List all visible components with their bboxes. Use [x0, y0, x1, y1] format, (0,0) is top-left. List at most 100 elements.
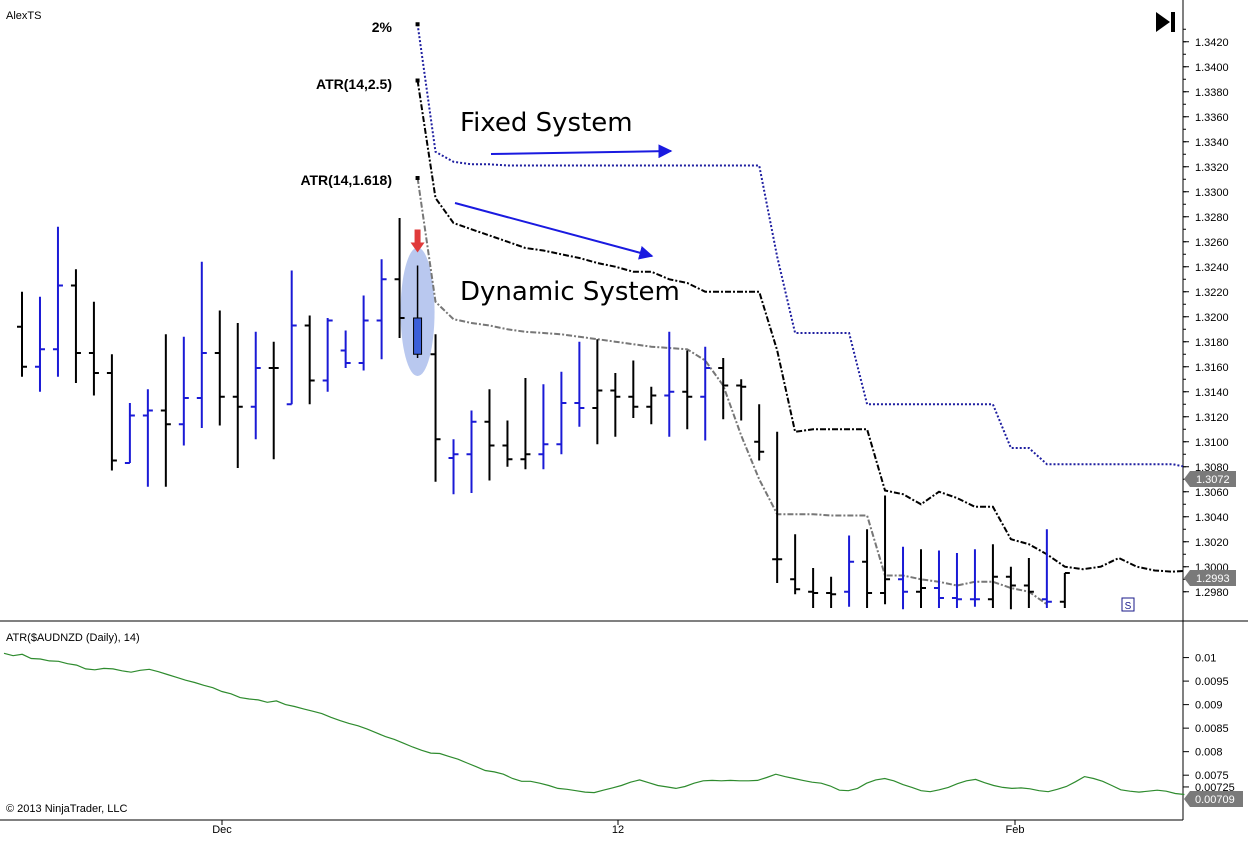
ohlc-bar	[268, 341, 279, 460]
stop-start-marker	[415, 22, 420, 27]
price-tick-label: 1.3160	[1195, 362, 1229, 374]
indicator-value: 0.00709	[1195, 794, 1235, 806]
price-tick-label: 1.2980	[1195, 587, 1229, 599]
stop-line-1	[416, 80, 1183, 573]
fixed-stop-label: 2%	[372, 19, 393, 35]
ohlc-bar	[700, 346, 711, 441]
fixed-price-value: 1.3072	[1196, 474, 1230, 486]
price-tick-label: 1.3220	[1195, 287, 1229, 299]
ohlc-bar	[808, 568, 819, 608]
ohlc-bar	[754, 404, 765, 461]
price-tick-label: 1.3140	[1195, 387, 1229, 399]
ohlc-bar	[916, 549, 926, 608]
indicator-tick-label: 0.00725	[1195, 782, 1235, 794]
ohlc-bar	[106, 354, 117, 471]
ohlc-bar	[178, 336, 189, 446]
atr-indicator-line	[3, 652, 1185, 796]
signal-arrow-shaft	[414, 229, 421, 244]
ohlc-bar	[430, 334, 441, 482]
indicator-value-badge: 0.00709	[1184, 791, 1243, 807]
price-tick-label: 1.3040	[1195, 512, 1229, 524]
price-tick-label: 1.3420	[1195, 37, 1229, 49]
ohlc-bar	[1059, 572, 1070, 608]
ohlc-bar	[574, 341, 585, 427]
atr-wide-label: ATR(14,2.5)	[316, 76, 392, 92]
stop-line-0	[416, 24, 1183, 468]
ohlc-bar	[862, 529, 873, 608]
indicator-tick-label: 0.0075	[1195, 770, 1229, 782]
ohlc-bar	[448, 439, 459, 495]
ohlc-bar	[898, 546, 909, 610]
ohlc-bar	[538, 384, 549, 470]
ohlc-bar	[969, 549, 980, 607]
ohlc-bar	[340, 330, 351, 368]
ohlc-bar	[250, 331, 261, 440]
s-button[interactable]: S	[1121, 597, 1135, 612]
dynamic-system-text: Dynamic System	[460, 277, 680, 307]
time-tick-label: 12	[612, 824, 624, 836]
ohlc-bar	[682, 350, 693, 430]
price-axis[interactable]: 1.29801.30001.30201.30401.30601.30801.31…	[1183, 28, 1229, 599]
ohlc-bar	[124, 403, 135, 464]
dynamic-system-arrow	[454, 202, 654, 260]
ohlc-bar	[736, 379, 747, 421]
ohlc-bar	[987, 544, 998, 608]
indicator-title: ATR($AUDNZD (Daily), 14)	[6, 632, 140, 644]
price-tick-label: 1.3360	[1195, 112, 1229, 124]
ohlc-bar	[484, 389, 495, 481]
ohlc-bar	[358, 295, 369, 371]
price-tick-label: 1.3080	[1195, 462, 1229, 474]
price-tick-label: 1.3060	[1195, 487, 1229, 499]
price-tick-label: 1.3380	[1195, 87, 1229, 99]
ohlc-bar	[1023, 558, 1034, 608]
play-end-icon[interactable]	[1156, 12, 1175, 32]
ohlc-bar	[286, 270, 297, 406]
ohlc-bar	[376, 259, 387, 360]
ohlc-bar	[1041, 529, 1052, 608]
ohlc-bar	[466, 410, 477, 493]
ohlc-bar	[52, 226, 63, 377]
stop-start-marker	[415, 78, 420, 83]
ohlc-bar	[556, 371, 567, 455]
indicator-panel	[3, 652, 1185, 796]
ohlc-bar	[610, 373, 621, 437]
bar-body	[413, 317, 423, 355]
ohlc-bar	[664, 331, 675, 437]
fixed-price-badge: 1.3072	[1184, 471, 1236, 487]
price-tick-label: 1.3300	[1195, 187, 1229, 199]
ohlc-bar	[502, 420, 513, 467]
ohlc-bar	[17, 291, 27, 377]
atr-narrow-label: ATR(14,1.618)	[300, 172, 392, 188]
ohlc-bar	[772, 431, 783, 583]
price-tick-label: 1.3340	[1195, 137, 1229, 149]
ohlc-bar	[413, 265, 423, 358]
indicator-tick-label: 0.009	[1195, 700, 1223, 712]
price-tick-label: 1.3100	[1195, 437, 1229, 449]
ohlc-bar	[844, 535, 855, 607]
ohlc-bar	[88, 301, 99, 396]
ohlc-bar	[880, 495, 891, 605]
time-axis[interactable]: Dec 12 Feb	[212, 820, 1024, 836]
ohlc-bar	[1005, 566, 1016, 610]
ohlc-bar	[951, 553, 962, 608]
ohlc-bar	[718, 358, 729, 420]
ohlc-bar	[790, 534, 801, 595]
indicator-tick-label: 0.0085	[1195, 723, 1229, 735]
ohlc-bar	[933, 550, 944, 608]
price-tick-label: 1.3120	[1195, 412, 1229, 424]
price-panel	[17, 22, 1183, 610]
price-tick-label: 1.3180	[1195, 337, 1229, 349]
fixed-system-text: Fixed System	[460, 108, 633, 138]
ohlc-bar	[520, 378, 531, 470]
price-tick-label: 1.3400	[1195, 62, 1229, 74]
s-button-label: S	[1125, 601, 1132, 612]
copyright-text: © 2013 NinjaTrader, LLC	[6, 803, 127, 815]
fixed-system-arrow	[490, 144, 673, 159]
ohlc-bar	[160, 334, 171, 487]
indicator-tick-label: 0.008	[1195, 747, 1223, 759]
time-tick-label: Dec	[212, 824, 232, 836]
price-tick-label: 1.3020	[1195, 537, 1229, 549]
